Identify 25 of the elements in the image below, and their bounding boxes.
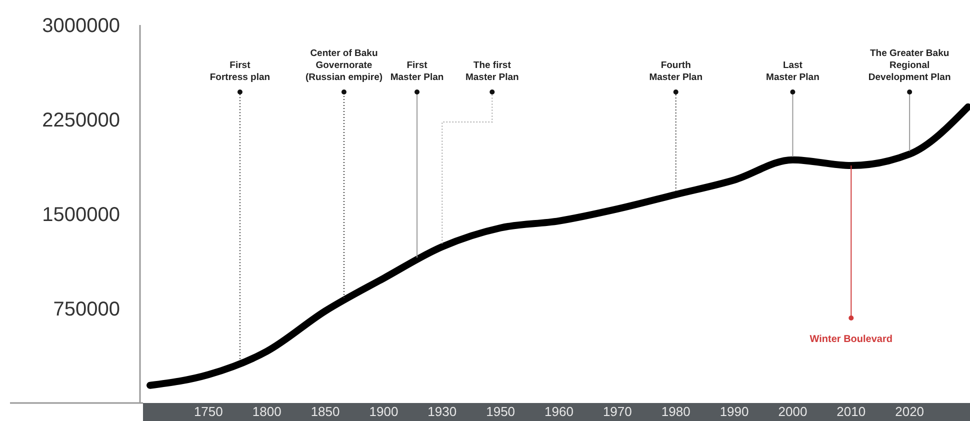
- annotation: The Greater Baku Regional Development Plan: [868, 48, 951, 83]
- x-tick-label: 1960: [544, 404, 574, 419]
- x-tick-label: 2010: [836, 404, 866, 419]
- y-tick-label: 2250000: [42, 110, 120, 132]
- x-tick-label: 2020: [895, 404, 924, 419]
- x-tick-label: 1800: [252, 404, 282, 419]
- annotation: Center of Baku Governorate (Russian empire): [305, 48, 383, 83]
- x-tick-label: 1950: [486, 404, 516, 419]
- x-tick-label: 1990: [720, 404, 749, 419]
- annotation: Winter Boulevard: [810, 334, 892, 345]
- y-tick-label: 3000000: [42, 15, 120, 37]
- annotation: First Master Plan: [390, 60, 444, 83]
- y-tick-label: 1500000: [42, 204, 120, 226]
- y-tick-label: 750000: [53, 298, 120, 320]
- annotation: First Fortress plan: [210, 60, 270, 83]
- x-tick-label: 1970: [602, 404, 632, 419]
- x-tick-label: 1930: [428, 404, 457, 419]
- x-tick-label: 1980: [661, 404, 690, 419]
- x-tick-label: 1850: [310, 404, 340, 419]
- x-tick-label: 1750: [194, 404, 223, 419]
- x-tick-label: 2000: [778, 404, 808, 419]
- x-tick-label: 1900: [369, 404, 398, 419]
- annotation: Last Master Plan: [766, 60, 820, 83]
- annotation: Fourth Master Plan: [649, 60, 703, 83]
- annotation: The first Master Plan: [465, 60, 519, 83]
